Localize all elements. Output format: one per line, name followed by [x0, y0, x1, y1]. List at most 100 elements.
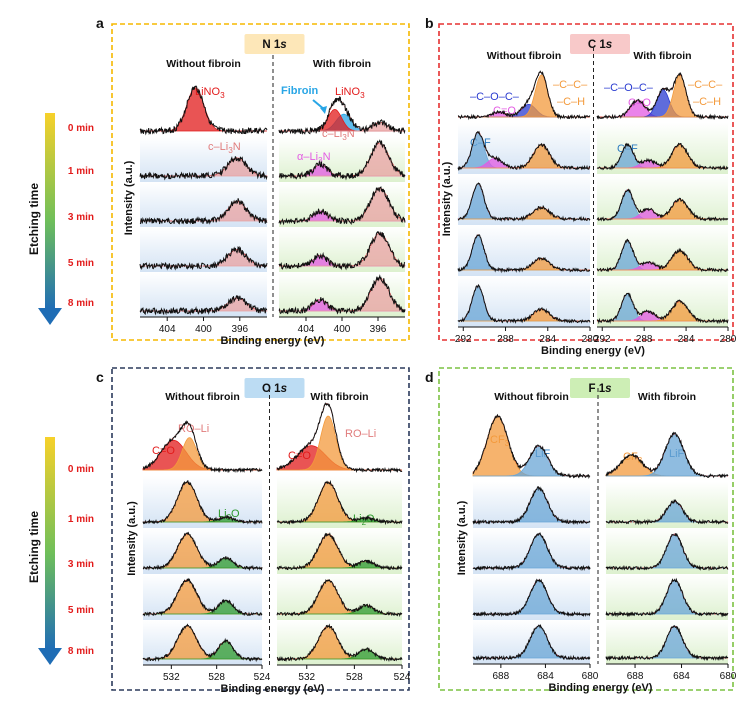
spectrum-c-with-row2	[276, 532, 403, 571]
y-axis-label: Intensity (a.u.)	[441, 161, 453, 236]
etching-arrow-head	[38, 308, 62, 325]
x-tick-label: 292	[455, 334, 472, 345]
panel-letter: a	[96, 15, 104, 31]
panel-title-element: N 1	[262, 39, 281, 51]
column-header-with: With fibroin	[310, 391, 368, 403]
column-header-without: Without fibroin	[494, 391, 569, 403]
etching-time-title: Etching time	[27, 511, 41, 583]
annotation-cc-without: –C–C–	[553, 79, 588, 91]
label-main: c–Li	[208, 141, 228, 153]
label-subscript: 3	[220, 91, 225, 100]
annotation-roli-with: RO–Li	[345, 428, 376, 440]
spectrum-d-without-row3	[472, 578, 591, 618]
etching-time-label: 1 min	[68, 514, 94, 525]
x-tick-label: 684	[537, 671, 554, 682]
label-subscript: 3	[360, 91, 365, 100]
annotation-lino3-with: LiNO3	[335, 86, 365, 100]
label-suffix: N	[323, 151, 331, 163]
label-main: LiNO	[195, 86, 221, 98]
element-badge	[570, 378, 630, 398]
x-tick-label: 524	[394, 672, 411, 683]
x-tick-label: 684	[673, 671, 690, 682]
x-tick-label: 532	[163, 672, 180, 683]
panel-border	[438, 367, 734, 691]
etching-time-title: Etching time	[27, 183, 41, 255]
etching-time-label: 8 min	[68, 646, 94, 657]
x-tick-label: 528	[208, 672, 225, 683]
panel-title-element: F 1	[588, 383, 605, 395]
etching-arrow-head	[38, 648, 62, 665]
panel-border	[438, 23, 734, 341]
spectrum-c-with-row0	[276, 402, 403, 474]
spectrum-b-with-row4	[596, 292, 729, 325]
spectrum-a-with-row2	[278, 186, 406, 226]
column-header-without: Without fibroin	[487, 50, 562, 62]
label-main: α–Li	[297, 151, 318, 163]
spectrum-a-without-row2	[139, 198, 268, 225]
etching-gradient-bar	[45, 113, 55, 309]
annotation-fibroin: Fibroin	[281, 85, 319, 97]
etching-gradient-bar	[45, 437, 55, 649]
panel-title: F 1s	[588, 383, 611, 395]
x-tick-label: 688	[627, 671, 644, 682]
etching-time-label: 0 min	[68, 123, 94, 134]
panel-title-orbital: s	[280, 39, 286, 51]
x-tick-label: 528	[346, 672, 363, 683]
spectrum-a-without-row3	[139, 245, 268, 271]
spectrum-c-without-row2	[142, 531, 263, 572]
panel-border	[111, 23, 410, 341]
annotation-ch-without: –C–H	[557, 96, 585, 108]
etching-time-scale	[38, 437, 62, 665]
spectrum-d-without-row1	[472, 486, 591, 526]
etching-time-label: 5 min	[68, 258, 94, 269]
annotation-cc-with: –C–C–	[688, 79, 723, 91]
spectrum-c-with-row1	[276, 479, 403, 526]
column-header-without: Without fibroin	[165, 391, 240, 403]
x-tick-label: 404	[159, 324, 176, 335]
x-tick-label: 400	[195, 324, 212, 335]
spectrum-d-without-row4	[472, 623, 591, 662]
x-tick-label: 396	[231, 324, 248, 335]
panel-title-orbital: s	[606, 39, 612, 51]
x-tick-label: 532	[298, 672, 315, 683]
spectrum-c-without-row4	[142, 623, 263, 663]
peak-c-without-row4-green	[143, 640, 262, 660]
etching-time-label: 3 min	[68, 559, 94, 570]
panel-title-orbital: s	[605, 383, 611, 395]
spectrum-b-with-row1	[596, 142, 729, 171]
label-main: LiNO	[335, 86, 361, 98]
spectrum-d-with-row3	[605, 577, 729, 618]
x-tick-label: 280	[582, 334, 599, 345]
spectrum-a-without-row4	[139, 294, 268, 316]
spectrum-b-with-row3	[596, 238, 729, 273]
column-header-without: Without fibroin	[166, 58, 241, 70]
spectrum-c-without-row0	[142, 420, 263, 474]
static-layout: Etching time 0 min 1 min 3 min 5 min 8 min Etc…	[27, 15, 737, 695]
spectrum-d-with-row1	[605, 498, 729, 526]
x-tick-label: 688	[493, 671, 510, 682]
etching-time-label: 1 min	[68, 166, 94, 177]
spectrum-a-without-row0	[139, 85, 268, 136]
annotation-roli-without: RO–Li	[178, 423, 209, 435]
fit-envelope	[597, 293, 728, 322]
panel-title-element: C 1	[588, 39, 607, 51]
panel-a: N 1s	[111, 23, 410, 341]
spectrum-c-with-row4	[276, 623, 403, 663]
panel-b: C 1s	[438, 23, 734, 341]
etching-time-label: 5 min	[68, 605, 94, 616]
spectrum-a-with-row4	[278, 274, 406, 315]
x-tick-label: 292	[594, 334, 611, 345]
column-header-with: With fibroin	[633, 50, 691, 62]
panel-title: O 1s	[262, 383, 287, 395]
etching-time-label: 0 min	[68, 464, 94, 475]
label-suffix: N	[233, 141, 241, 153]
element-badge	[244, 378, 305, 398]
panel-title: N 1s	[262, 39, 286, 51]
annotation-coc-with: –C–O–C–	[604, 82, 654, 94]
x-axis-label: Binding energy (eV)	[541, 345, 645, 357]
fibroin-arrow-head	[320, 106, 327, 114]
column-header-with: With fibroin	[313, 58, 371, 70]
column-header-with: With fibroin	[638, 391, 696, 403]
panel-border	[111, 367, 410, 691]
